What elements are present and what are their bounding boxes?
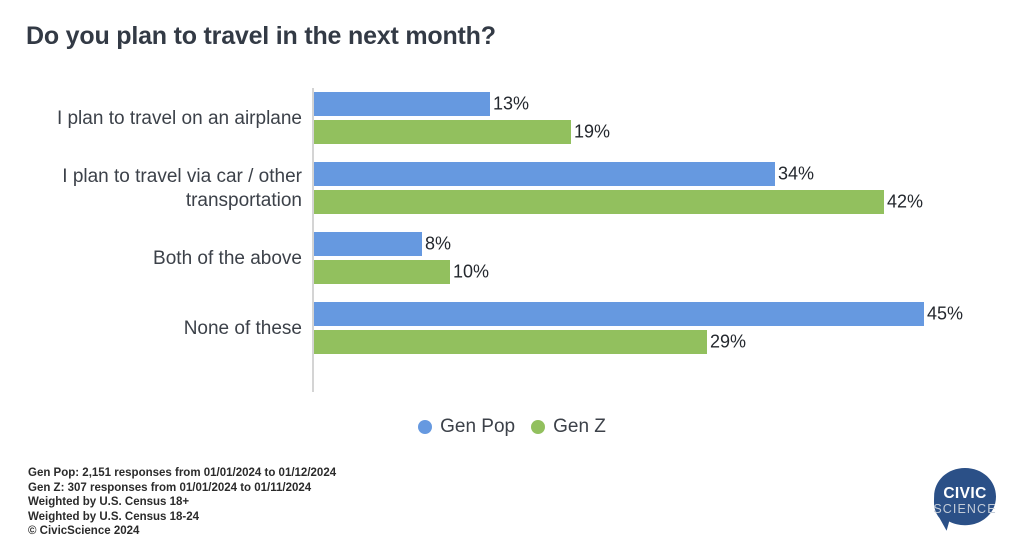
category-label-line1: I plan to travel on an airplane bbox=[56, 108, 302, 129]
bar-genz[interactable] bbox=[314, 330, 707, 354]
legend-item-gen-pop[interactable]: Gen Pop bbox=[418, 416, 515, 438]
category-label-line2: transportation bbox=[185, 190, 302, 211]
bar-value-genpop: 13% bbox=[493, 93, 530, 114]
category-label: I plan to travel on an airplane bbox=[2, 107, 302, 131]
category-label-line1: Both of the above bbox=[153, 248, 302, 269]
civicscience-logo: CIVIC SCIENCE bbox=[925, 464, 1005, 538]
legend-label: Gen Pop bbox=[440, 416, 516, 437]
footnote-line-gen-pop: Gen Pop: 2,151 responses from 01/01/2024… bbox=[28, 467, 337, 479]
page-title: Do you plan to travel in the next month? bbox=[26, 22, 496, 50]
bar-value-genpop: 45% bbox=[927, 303, 964, 324]
bar-value-genpop: 34% bbox=[778, 163, 815, 184]
bar-genpop[interactable] bbox=[314, 302, 924, 326]
legend-dot-icon bbox=[531, 420, 546, 434]
footnote-line-weighting-gen-z: Weighted by U.S. Census 18-24 bbox=[28, 510, 200, 523]
bar-group: None of these 45% 29% bbox=[0, 294, 1024, 364]
logo-text-civic: CIVIC bbox=[943, 485, 986, 502]
bar-genz[interactable] bbox=[314, 260, 450, 284]
bar-genpop[interactable] bbox=[314, 162, 775, 186]
footnote-line-weighting-gen-pop: Weighted by U.S. Census 18+ bbox=[28, 496, 190, 509]
chart-legend: Gen Pop Gen Z bbox=[0, 416, 1024, 438]
logo-text-science: SCIENCE bbox=[933, 502, 996, 516]
bar-group: I plan to travel via car / other transpo… bbox=[0, 154, 1024, 224]
y-axis-line bbox=[312, 88, 314, 392]
legend-label: Gen Z bbox=[553, 416, 606, 437]
category-label-line1: I plan to travel via car / other bbox=[62, 166, 302, 187]
category-label-line1: None of these bbox=[183, 318, 302, 339]
footnote-line-gen-z: Gen Z: 307 responses from 01/01/2024 to … bbox=[28, 481, 312, 494]
speech-bubble-icon: CIVIC SCIENCE bbox=[933, 468, 996, 531]
bar-value-genz: 10% bbox=[453, 261, 490, 282]
category-label: Both of the above bbox=[2, 247, 302, 271]
footnote-line-copyright: © CivicScience 2024 bbox=[28, 525, 140, 538]
bar-value-genz: 29% bbox=[710, 331, 747, 352]
bar-value-genz: 19% bbox=[574, 121, 611, 142]
category-label: None of these bbox=[2, 317, 302, 341]
footnote: Gen Pop: 2,151 responses from 01/01/2024… bbox=[28, 466, 336, 539]
bar-genpop[interactable] bbox=[314, 92, 490, 116]
bar-genz[interactable] bbox=[314, 190, 884, 214]
bar-value-genpop: 8% bbox=[425, 233, 452, 254]
legend-dot-icon bbox=[418, 420, 433, 434]
bar-genpop[interactable] bbox=[314, 232, 422, 256]
bar-genz[interactable] bbox=[314, 120, 571, 144]
bar-group: I plan to travel on an airplane 13% 19% bbox=[0, 84, 1024, 154]
legend-item-gen-z[interactable]: Gen Z bbox=[531, 416, 606, 438]
bar-group: Both of the above 8% 10% bbox=[0, 224, 1024, 294]
bar-value-genz: 42% bbox=[887, 191, 924, 212]
chart-plot-area: I plan to travel on an airplane 13% 19% … bbox=[0, 84, 1024, 394]
category-label: I plan to travel via car / other transpo… bbox=[2, 165, 302, 213]
